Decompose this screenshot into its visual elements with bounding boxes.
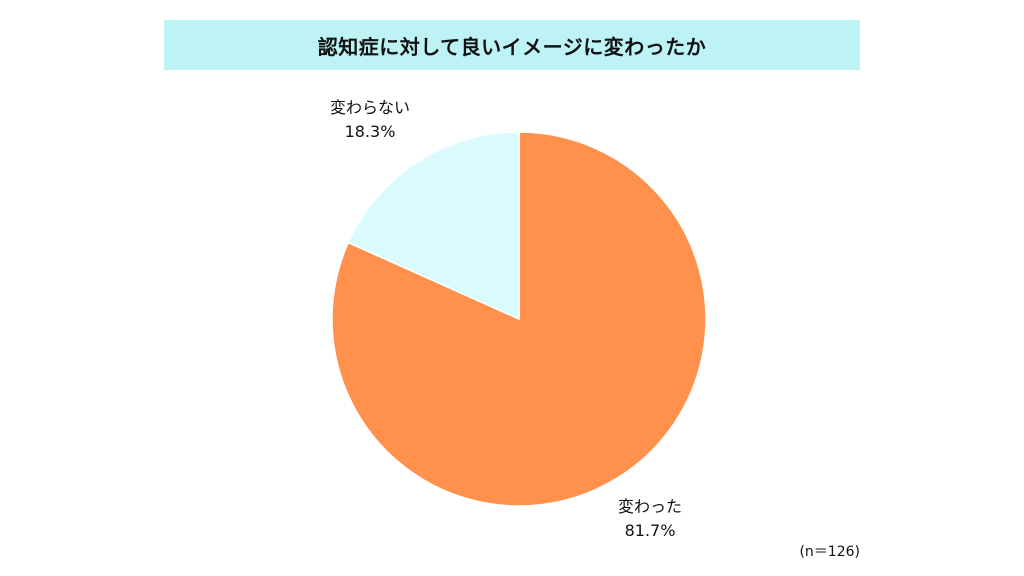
pie-slice-unchanged xyxy=(347,131,520,321)
slice-label-changed: 変わった 81.7% xyxy=(592,495,708,543)
slice-label-changed-name: 変わった xyxy=(617,497,682,516)
slice-label-changed-value: 81.7% xyxy=(624,521,676,540)
pie-slices xyxy=(331,131,707,507)
slice-label-unchanged: 変わらない 18.3% xyxy=(312,96,428,144)
sample-size-note: (n＝126) xyxy=(799,544,860,560)
chart-title-band: 認知症に対して良いイメージに変わったか xyxy=(164,20,860,70)
chart-title: 認知症に対して良いイメージに変わったか xyxy=(317,34,707,59)
slice-label-unchanged-value: 18.3% xyxy=(344,122,396,141)
slice-label-unchanged-name: 変わらない xyxy=(329,98,410,117)
